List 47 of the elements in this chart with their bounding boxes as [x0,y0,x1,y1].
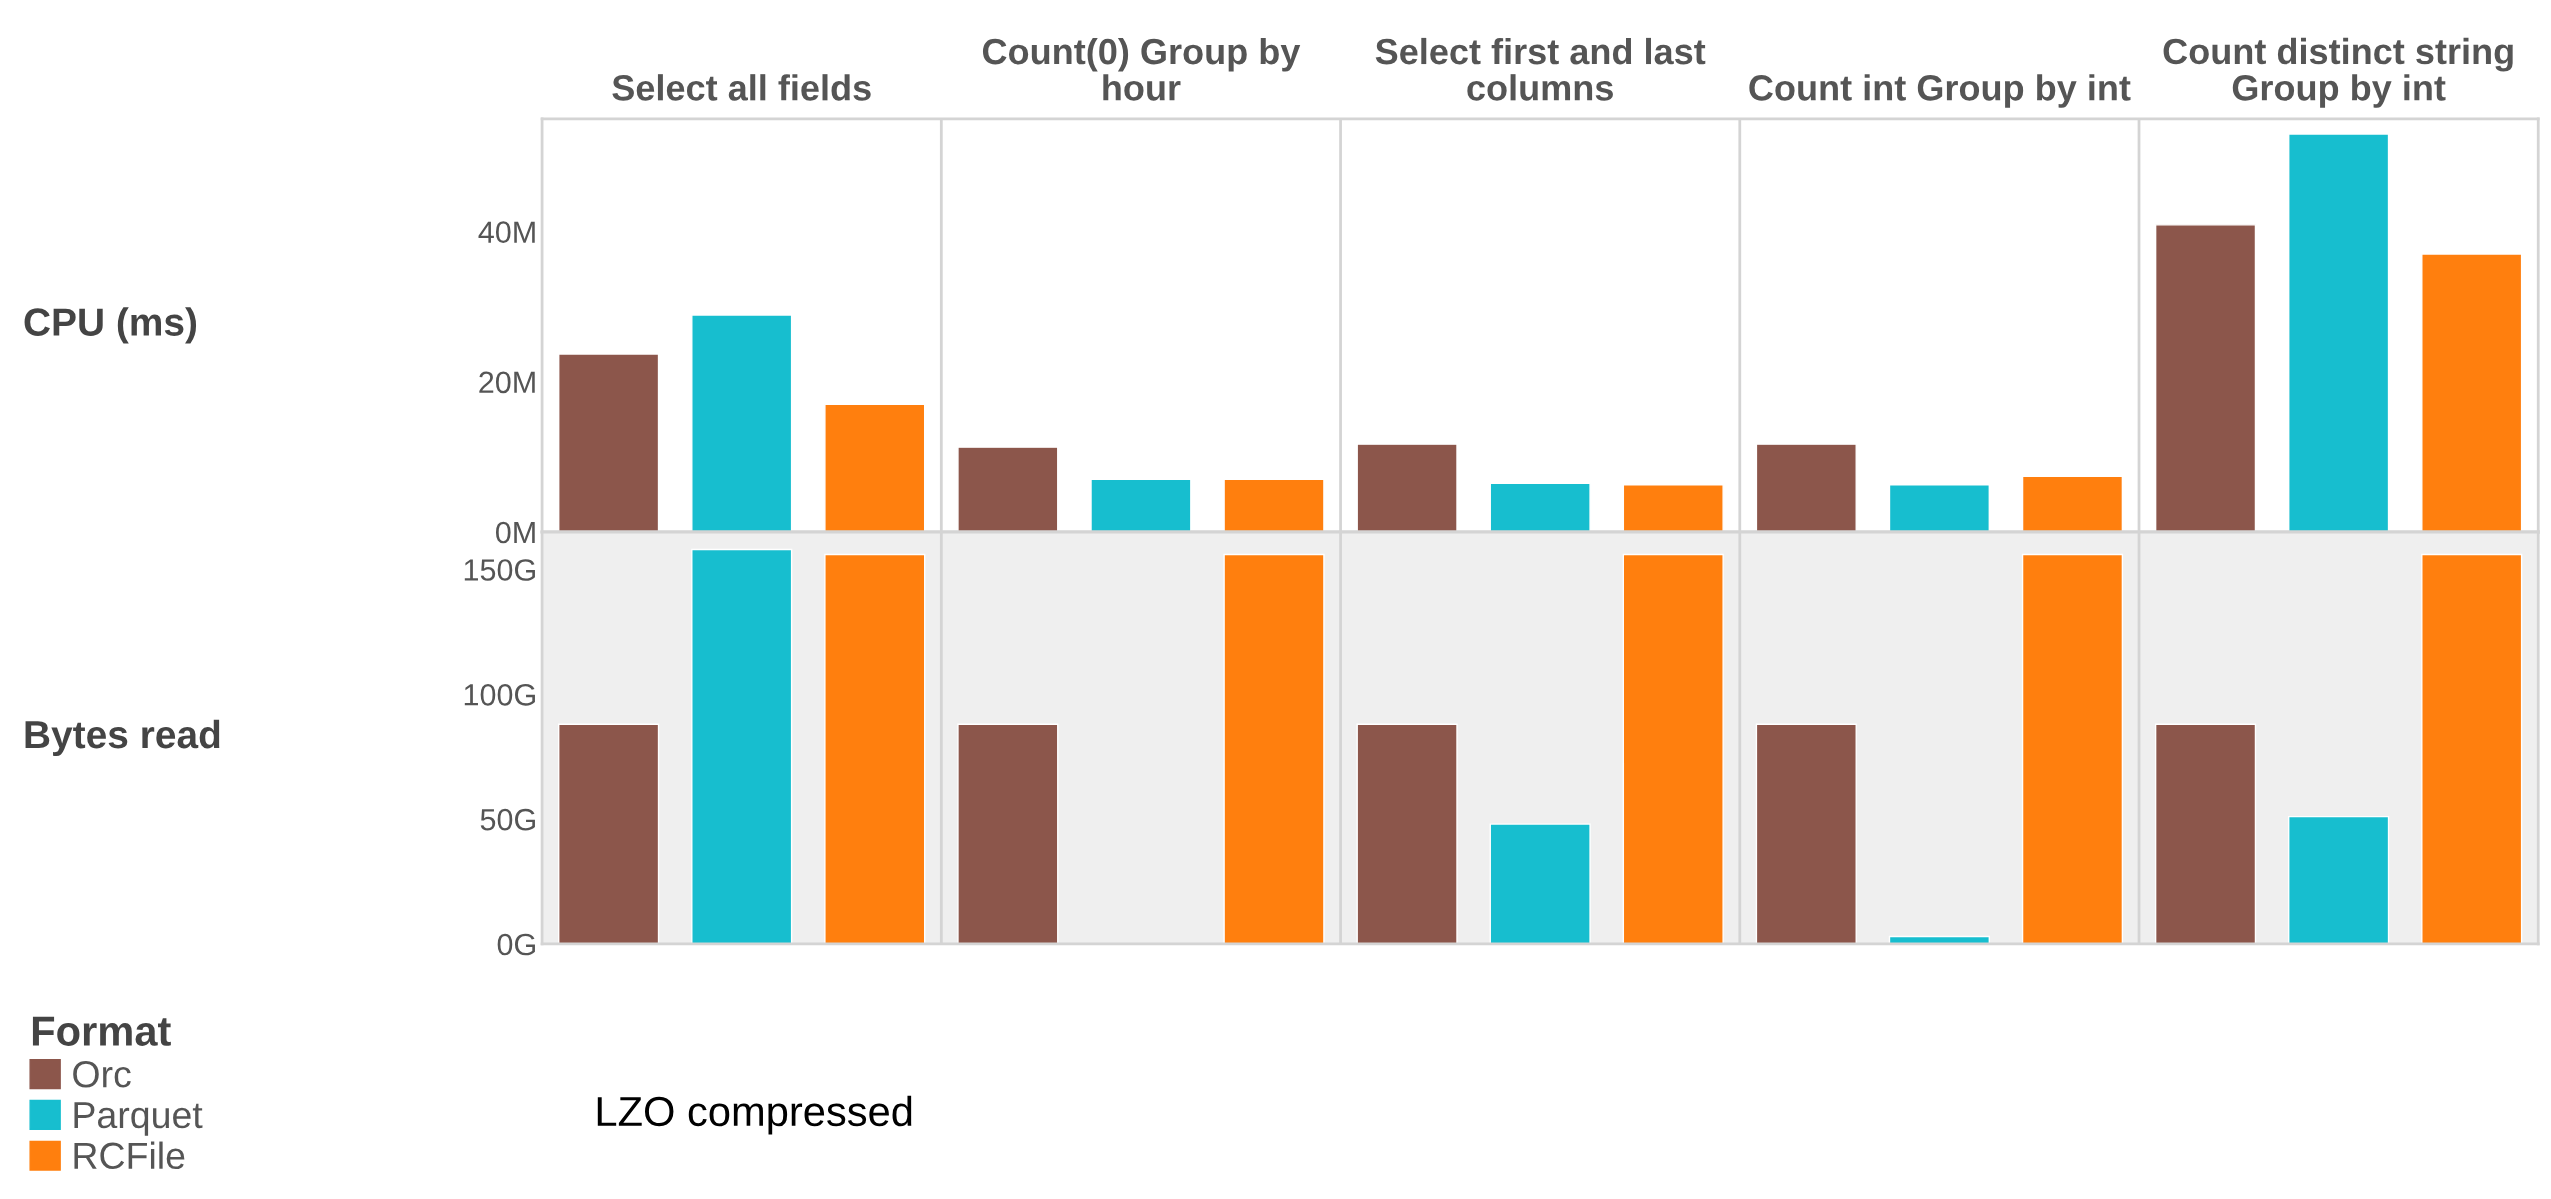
bar [1090,478,1192,532]
bar [2154,723,2257,944]
y-tick-label: 50G [480,808,535,831]
bar [957,723,1059,944]
x-tick-label: Select first and last columns [1375,37,1706,101]
bar [558,353,660,532]
bar [1356,723,1458,944]
y-tick-label: 20M [479,371,535,394]
bar [2288,815,2390,944]
y-axis-title: CPU (ms) [24,307,197,344]
legend-label: Orc [73,1060,131,1088]
bar [2021,475,2124,532]
bar [824,553,926,944]
bar [2021,553,2124,944]
bar [691,314,793,532]
text: LZO compressed [597,1095,912,1135]
bar [2288,133,2390,532]
bar [1755,723,1857,944]
x-tick-label: Count(0) Group by hour [982,37,1301,101]
bar [1223,478,1325,532]
y-tick-label: 0G [497,933,535,956]
y-tick-label: 150G [464,559,535,581]
x-tick-label: Select all fields [612,74,871,101]
bar [691,548,793,944]
bar [558,723,660,944]
y-axis-title: Bytes read [25,719,220,757]
bar [957,446,1059,532]
bar [1755,443,1857,532]
legend-label: RCFile [74,1141,185,1170]
bar [1356,443,1458,532]
bar [1622,553,1724,944]
y-tick-label: 100G [464,684,535,706]
bar [1489,482,1591,532]
bar [2421,553,2523,944]
bar [1223,553,1325,944]
bar [1888,483,1990,532]
y-tick-label: 0M [495,521,535,544]
bar [1489,823,1591,944]
x-tick-label: Count distinct string Group by int [2163,37,2513,108]
x-tick-label: Count int Group by int [1749,74,2131,108]
bar [2421,253,2523,532]
bar [2154,224,2257,532]
y-tick-label: 40M [478,221,535,243]
legend-label: Parquet [74,1102,203,1136]
legend-title: Format [32,1016,171,1046]
bar [1622,483,1724,532]
bar [824,403,926,532]
